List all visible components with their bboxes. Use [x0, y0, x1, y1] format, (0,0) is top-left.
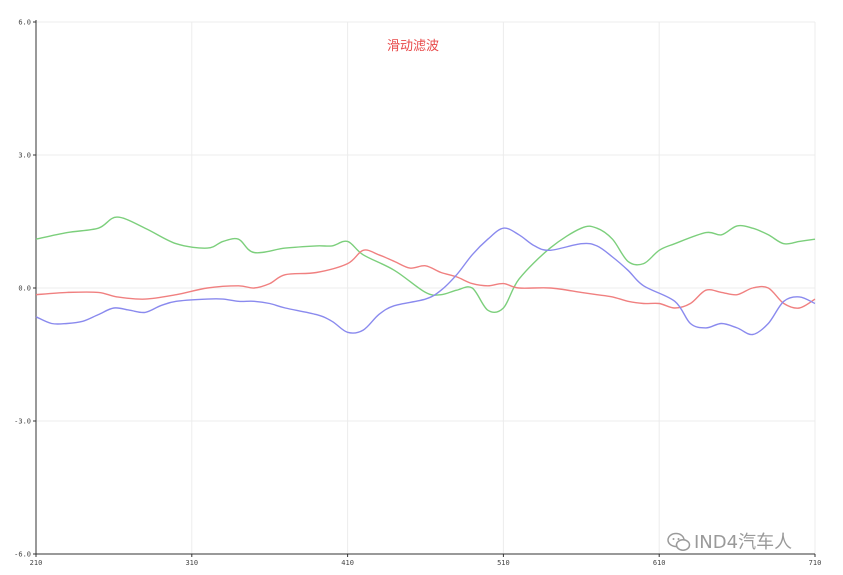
y-tick-label: 0.0	[18, 285, 31, 293]
watermark: IND4汽车人	[667, 532, 792, 553]
series-group	[35, 216, 816, 336]
y-tick-label: 3.0	[18, 152, 31, 160]
x-tick-label: 310	[185, 559, 198, 567]
chart-title: 滑动滤波	[387, 39, 439, 54]
y-tick-label: -3.0	[14, 418, 31, 426]
x-tick-label: 410	[341, 559, 354, 567]
x-tick-label: 710	[809, 559, 822, 567]
axes	[33, 20, 816, 557]
x-tick-label: 210	[30, 559, 43, 567]
y-tick-label: -6.0	[14, 551, 31, 559]
series-line-3	[35, 227, 816, 336]
series-line-1	[35, 216, 816, 313]
x-tick-label: 510	[497, 559, 510, 567]
x-tick-label: 610	[653, 559, 666, 567]
series-line-2	[35, 249, 816, 309]
wechat-icon	[667, 532, 691, 551]
grid-lines	[36, 21, 816, 555]
y-tick-label: 6.0	[18, 19, 31, 27]
watermark-text: IND4汽车人	[694, 532, 792, 553]
